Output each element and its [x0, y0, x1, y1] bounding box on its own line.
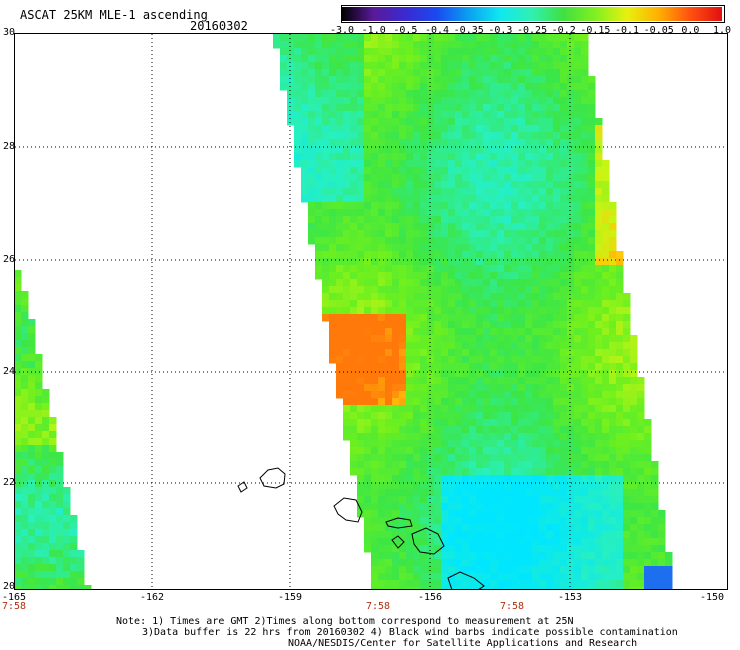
island-outline: [333, 497, 363, 523]
colorbar-tick-label: -0.2: [551, 25, 576, 36]
colorbar-tick-label: -0.25: [517, 25, 548, 36]
lon-label: -162: [140, 592, 165, 603]
colorbar-tick-label: 1.0: [713, 25, 732, 36]
lon-label: -150: [700, 592, 725, 603]
island-outline: [385, 517, 413, 529]
lat-label: 28: [3, 141, 16, 152]
lat-label: 22: [3, 477, 16, 488]
lon-label: -153: [558, 592, 583, 603]
lat-label: 26: [3, 254, 16, 265]
map-date: 20160302: [190, 19, 248, 33]
lon-label: -156: [418, 592, 443, 603]
island-outline: [411, 527, 445, 555]
colorbar-gradient: [342, 7, 722, 21]
lon-label: -159: [278, 592, 303, 603]
island-outline: [391, 535, 405, 549]
lat-label: 20: [3, 581, 16, 592]
colorbar-tick-label: 0.0: [681, 25, 700, 36]
colorbar-tick-label: -0.15: [580, 25, 611, 36]
colorbar-tick-label: -0.3: [488, 25, 513, 36]
time-label: 7:58: [500, 601, 525, 612]
note-line-1: Note: 1) Times are GMT 2)Times along bot…: [116, 616, 574, 627]
island-outline: [237, 481, 248, 493]
graticule: [15, 34, 727, 589]
note-line-2: 3)Data buffer is 22 hrs from 20160302 4)…: [142, 627, 678, 638]
map-panel: [14, 33, 728, 590]
island-outline: [447, 571, 485, 589]
island-outline: [259, 467, 286, 489]
time-label: 7:58: [2, 601, 27, 612]
lon-label: -165: [2, 592, 27, 603]
time-label: 7:58: [366, 601, 391, 612]
coastlines: [237, 467, 485, 589]
east-swath: [273, 34, 673, 589]
lat-label: 30: [3, 27, 16, 38]
map-canvas: [15, 34, 727, 589]
lat-label: 24: [3, 366, 16, 377]
colorbar-tick-label: -0.05: [643, 25, 674, 36]
colorbar-tick-label: -0.1: [615, 25, 640, 36]
colorbar-tick-label: -0.5: [393, 25, 418, 36]
map-title: ASCAT 25KM MLE-1 ascending: [20, 8, 208, 22]
note-line-3: NOAA/NESDIS/Center for Satellite Applica…: [288, 638, 638, 649]
colorbar-tick-label: -0.4: [425, 25, 450, 36]
west-swath: [15, 270, 92, 589]
colorbar-tick-label: -1.0: [361, 25, 386, 36]
colorbar-tick-label: -0.35: [453, 25, 484, 36]
colorbar: [341, 5, 725, 23]
colorbar-tick-label: -3.0: [330, 25, 355, 36]
